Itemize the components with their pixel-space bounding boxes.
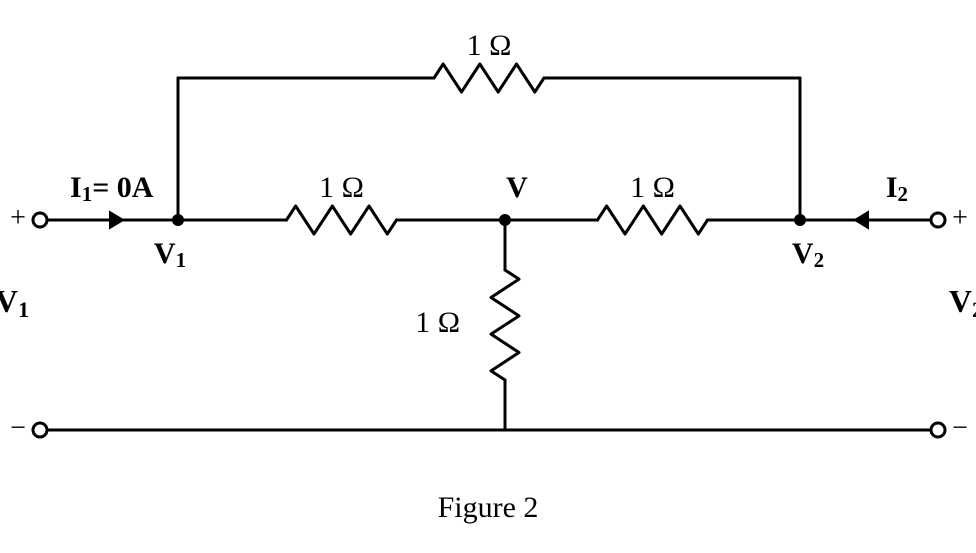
label-text: −: [952, 412, 968, 443]
resistor-top: [434, 64, 544, 92]
label-text: I2: [886, 171, 908, 206]
label-text: 1 Ω: [467, 29, 512, 62]
arrow-i1: [109, 210, 125, 229]
label-text: −: [10, 412, 26, 443]
node-v1: [172, 214, 184, 226]
label-text: 1 Ω: [415, 306, 460, 339]
label-text: V1: [154, 237, 186, 272]
label-text: +: [10, 202, 26, 233]
terminal-right-bottom: [931, 423, 945, 437]
label-text: I1= 0A: [70, 171, 154, 206]
resistor-shunt: [491, 270, 519, 380]
resistor-right: [598, 206, 708, 234]
label-text: 1 Ω: [319, 171, 364, 204]
label-text: +: [952, 202, 968, 233]
labels-layer: 1 Ω 1 Ω 1 Ω 1 Ω V1 V V2 + − + − V1 V2 I1= 0A I2 Figure …: [0, 29, 976, 524]
circuit-diagram: 1 Ω 1 Ω 1 Ω 1 Ω V1 V V2 + − + − V1 V2 I1= 0A I2 Figure …: [0, 0, 976, 553]
terminal-left-bottom: [33, 423, 47, 437]
arrow-i2: [853, 210, 869, 229]
label-text: V1: [0, 283, 29, 321]
terminal-left-top: [33, 213, 47, 227]
label-text: V: [506, 171, 528, 204]
resistor-left: [287, 206, 397, 234]
terminal-right-top: [931, 213, 945, 227]
label-text: V2: [949, 283, 976, 321]
components-layer: [287, 64, 708, 380]
node-v2: [794, 214, 806, 226]
label-text: V2: [792, 237, 824, 272]
node-v: [499, 214, 511, 226]
label-text: 1 Ω: [630, 171, 675, 204]
label-text: Figure 2: [438, 491, 539, 524]
